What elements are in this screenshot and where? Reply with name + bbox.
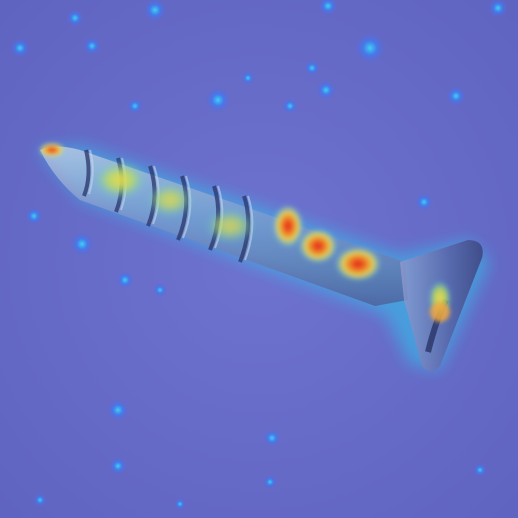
background-speckles xyxy=(10,0,508,510)
heatmap-activations xyxy=(38,142,452,322)
screw xyxy=(38,142,490,371)
